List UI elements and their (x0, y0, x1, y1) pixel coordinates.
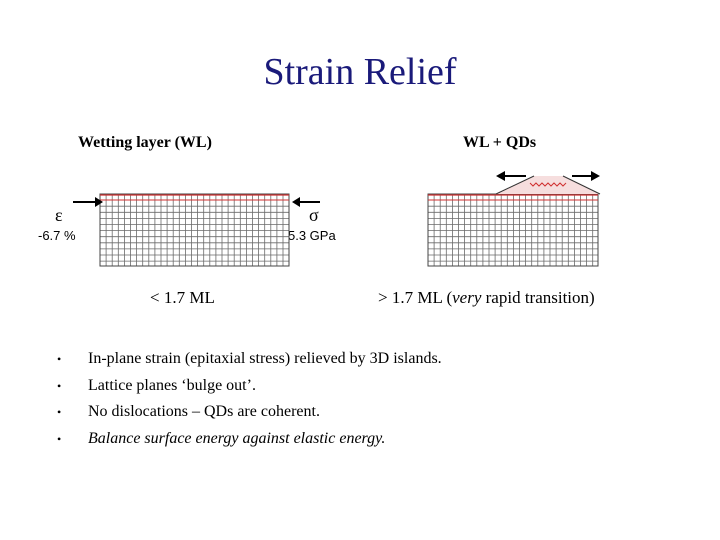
bullet-item: • Lattice planes ‘bulge out’. (55, 373, 442, 400)
quantum-dot-island (496, 176, 600, 194)
wetting-layer-label: Wetting layer (WL) (78, 134, 212, 151)
island-edge-left (495, 175, 535, 195)
below-critical-thickness: < 1.7 ML (150, 288, 215, 307)
bullet-dot: • (57, 352, 62, 366)
bullet-item: • Balance surface energy against elastic … (55, 426, 442, 453)
compressive-arrow-left (73, 197, 103, 207)
stress-symbol: σ (309, 205, 319, 225)
island-lattice-zigzag (529, 182, 567, 187)
bullet-item: • No dislocations – QDs are coherent. (55, 399, 442, 426)
strain-value: -6.7 % (38, 228, 76, 243)
island-edge-right (562, 175, 601, 195)
above-critical-thickness: > 1.7 ML (very rapid transition) (378, 288, 595, 307)
bullet-item: • In-plane strain (epitaxial stress) reli… (55, 346, 442, 373)
wl-qds-lattice (427, 193, 599, 267)
strain-symbol: ε (55, 205, 63, 225)
stress-value: 5.3 GPa (288, 228, 336, 243)
relaxation-arrow-right (572, 171, 600, 181)
wl-qds-label: WL + QDs (463, 134, 537, 151)
bullet-list: • In-plane strain (epitaxial stress) reli… (55, 346, 442, 452)
compressive-arrow-right (292, 197, 320, 207)
bullet-dot: • (57, 431, 62, 446)
bullet-dot: • (57, 405, 62, 419)
slide-title: Strain Relief (263, 51, 457, 93)
relaxation-arrow-left (496, 171, 526, 181)
bullet-dot: • (57, 378, 62, 393)
wetting-layer-lattice (99, 193, 290, 267)
